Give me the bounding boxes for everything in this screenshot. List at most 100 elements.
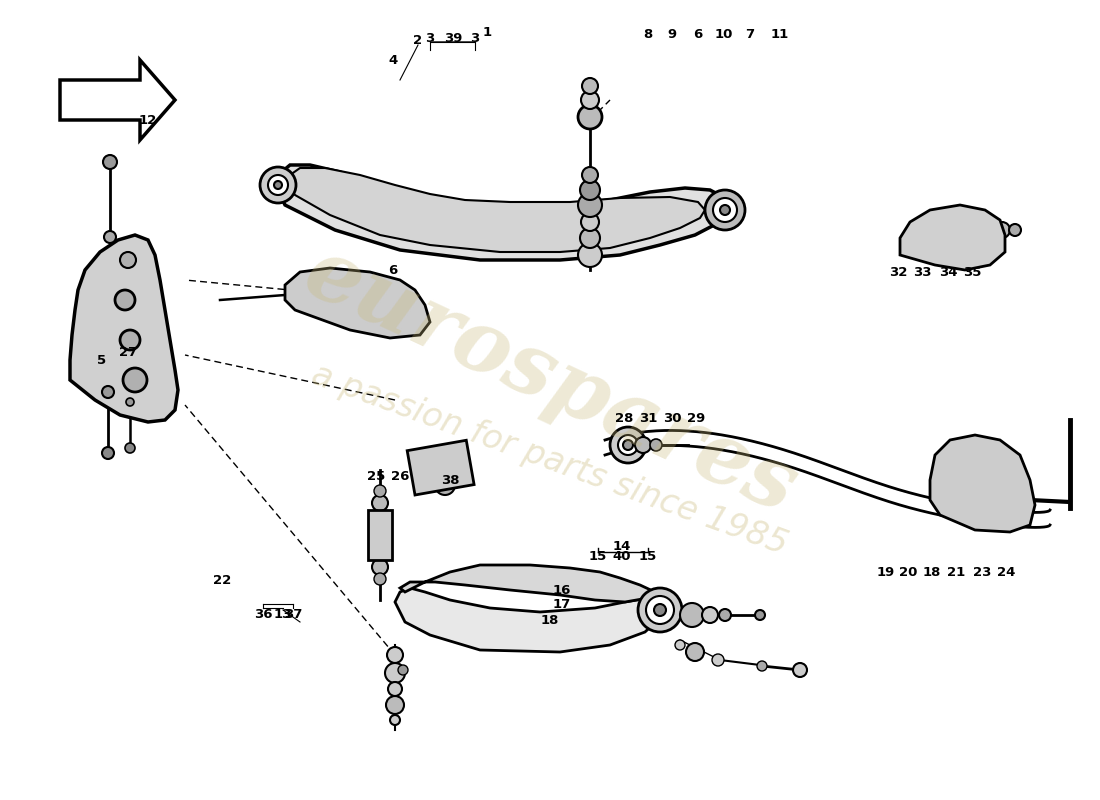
Text: 39: 39 — [443, 31, 462, 45]
Text: 14: 14 — [613, 541, 631, 554]
Polygon shape — [930, 435, 1035, 532]
Text: 13: 13 — [274, 609, 293, 622]
Circle shape — [374, 485, 386, 497]
Text: 26: 26 — [390, 470, 409, 482]
Circle shape — [578, 193, 602, 217]
Circle shape — [372, 559, 388, 575]
Polygon shape — [278, 165, 730, 260]
Text: 29: 29 — [686, 411, 705, 425]
Circle shape — [120, 252, 136, 268]
Text: 18: 18 — [923, 566, 942, 578]
Text: 33: 33 — [913, 266, 932, 279]
Circle shape — [578, 243, 602, 267]
Circle shape — [654, 604, 666, 616]
Circle shape — [635, 437, 651, 453]
Circle shape — [646, 596, 674, 624]
Polygon shape — [400, 565, 660, 602]
Text: 23: 23 — [972, 566, 991, 578]
Text: 7: 7 — [746, 27, 755, 41]
Circle shape — [1009, 224, 1021, 236]
Circle shape — [434, 475, 455, 495]
Circle shape — [1004, 484, 1016, 496]
Circle shape — [686, 643, 704, 661]
Circle shape — [102, 386, 114, 398]
Circle shape — [755, 610, 764, 620]
Bar — [368, 510, 392, 560]
Circle shape — [793, 663, 807, 677]
Circle shape — [104, 231, 116, 243]
Circle shape — [623, 440, 632, 450]
Text: 1: 1 — [483, 26, 492, 39]
Text: 24: 24 — [997, 566, 1015, 578]
Circle shape — [102, 447, 114, 459]
Text: 6: 6 — [388, 263, 397, 277]
Circle shape — [103, 155, 117, 169]
Circle shape — [126, 398, 134, 406]
Text: 30: 30 — [662, 411, 681, 425]
Text: 28: 28 — [615, 411, 634, 425]
Circle shape — [994, 222, 1010, 238]
Text: 17: 17 — [553, 598, 571, 610]
Text: 8: 8 — [644, 27, 652, 41]
Circle shape — [675, 640, 685, 650]
Text: 16: 16 — [553, 583, 571, 597]
Circle shape — [120, 330, 140, 350]
Text: 10: 10 — [715, 27, 734, 41]
Circle shape — [578, 105, 602, 129]
Circle shape — [931, 223, 945, 237]
Text: 38: 38 — [441, 474, 460, 486]
Text: 31: 31 — [639, 411, 657, 425]
Text: 19: 19 — [877, 566, 895, 578]
Circle shape — [260, 167, 296, 203]
Text: 40: 40 — [613, 550, 631, 563]
Text: 3: 3 — [426, 31, 434, 45]
Circle shape — [680, 603, 704, 627]
Text: 9: 9 — [668, 27, 676, 41]
Text: 36: 36 — [254, 609, 273, 622]
Text: 21: 21 — [947, 566, 965, 578]
Circle shape — [398, 665, 408, 675]
Circle shape — [582, 167, 598, 183]
Text: 3: 3 — [471, 31, 480, 45]
Circle shape — [948, 218, 972, 242]
Circle shape — [274, 181, 282, 189]
Circle shape — [757, 661, 767, 671]
Text: 11: 11 — [771, 27, 789, 41]
Circle shape — [960, 475, 990, 505]
Circle shape — [359, 304, 371, 316]
Circle shape — [610, 427, 646, 463]
Text: 6: 6 — [693, 27, 703, 41]
Circle shape — [374, 573, 386, 585]
Circle shape — [618, 435, 638, 455]
Circle shape — [997, 472, 1013, 488]
Circle shape — [705, 190, 745, 230]
Polygon shape — [395, 588, 660, 652]
Circle shape — [580, 180, 600, 200]
Circle shape — [967, 482, 983, 498]
Text: 5: 5 — [98, 354, 107, 366]
Circle shape — [582, 78, 598, 94]
Circle shape — [719, 609, 732, 621]
Circle shape — [125, 443, 135, 453]
Circle shape — [638, 588, 682, 632]
Polygon shape — [290, 168, 705, 252]
Polygon shape — [70, 235, 178, 422]
Circle shape — [379, 305, 390, 315]
Text: 34: 34 — [938, 266, 957, 279]
Polygon shape — [60, 60, 175, 140]
Circle shape — [702, 607, 718, 623]
Text: 32: 32 — [889, 266, 908, 279]
Bar — [407, 440, 474, 495]
Circle shape — [581, 91, 600, 109]
Text: 35: 35 — [962, 266, 981, 279]
Text: 4: 4 — [388, 54, 397, 66]
Circle shape — [581, 213, 600, 231]
Circle shape — [388, 682, 401, 696]
Circle shape — [713, 198, 737, 222]
Circle shape — [390, 715, 400, 725]
Circle shape — [372, 495, 388, 511]
Circle shape — [268, 175, 288, 195]
Text: 15: 15 — [588, 550, 607, 563]
Text: 20: 20 — [899, 566, 917, 578]
Circle shape — [382, 300, 398, 316]
